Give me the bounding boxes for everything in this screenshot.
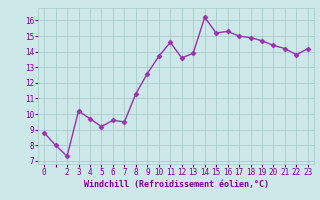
X-axis label: Windchill (Refroidissement éolien,°C): Windchill (Refroidissement éolien,°C) (84, 180, 268, 189)
